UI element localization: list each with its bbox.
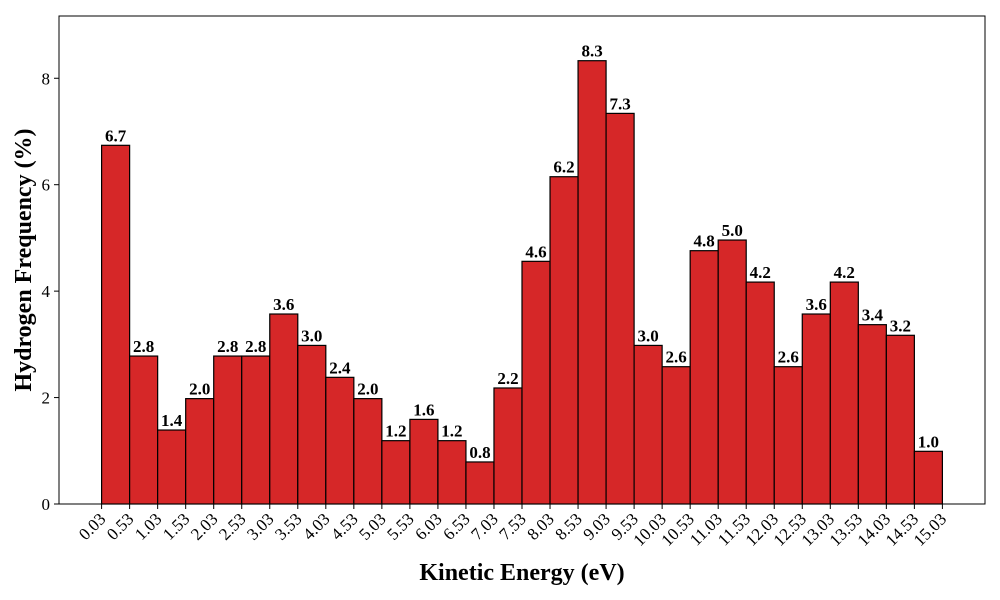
y-tick-label: 0 xyxy=(42,495,51,514)
bar-value-label: 8.3 xyxy=(581,42,602,61)
bar-value-label: 4.8 xyxy=(694,232,715,251)
bar xyxy=(913,450,943,505)
bar xyxy=(549,176,579,505)
plot-frame xyxy=(58,15,986,505)
bar xyxy=(157,429,187,505)
bar xyxy=(213,355,243,505)
bar xyxy=(101,144,131,505)
bar-value-label: 0.8 xyxy=(469,443,490,462)
y-axis: 0 2 4 6 8 xyxy=(42,69,59,514)
bar xyxy=(129,355,159,505)
bar-value-label: 3.0 xyxy=(637,326,658,345)
bar xyxy=(297,344,327,505)
bar-value-label: 2.0 xyxy=(189,380,210,399)
bar-value-label: 2.0 xyxy=(357,380,378,399)
bar xyxy=(409,418,439,505)
bar-value-label: 7.3 xyxy=(609,94,630,113)
bar-value-label: 4.2 xyxy=(750,263,771,282)
bar-value-label: 2.8 xyxy=(217,337,238,356)
bar-value-label: 3.6 xyxy=(806,295,827,314)
bar xyxy=(605,112,635,505)
bar xyxy=(521,260,551,505)
bar-value-label: 2.4 xyxy=(329,358,351,377)
bar xyxy=(633,344,663,505)
bar-value-label: 4.2 xyxy=(834,263,855,282)
bar-value-label: 3.4 xyxy=(862,306,884,325)
bar xyxy=(857,324,887,505)
bar-value-label: 1.2 xyxy=(385,422,406,441)
bar-value-label: 3.0 xyxy=(301,326,322,345)
bar xyxy=(661,366,691,505)
bar xyxy=(353,398,383,505)
bar-value-label: 1.0 xyxy=(918,432,939,451)
bar-value-label: 2.6 xyxy=(778,348,799,367)
bar xyxy=(717,239,747,505)
bar-value-label: 2.8 xyxy=(133,337,154,356)
bar xyxy=(493,387,523,505)
y-tick-label: 8 xyxy=(42,69,51,88)
bar xyxy=(185,398,215,505)
bar xyxy=(381,440,411,505)
y-tick-label: 4 xyxy=(42,282,51,301)
bar xyxy=(829,281,859,505)
x-axis-title: Kinetic Energy (eV) xyxy=(419,560,624,586)
bar xyxy=(745,281,775,505)
bars-group xyxy=(101,60,943,505)
bar-value-label: 5.0 xyxy=(722,221,743,240)
bar xyxy=(241,355,271,505)
bar xyxy=(689,250,719,505)
bar-value-label: 3.2 xyxy=(890,316,911,335)
x-axis: 0.030.531.031.532.032.533.033.534.034.53… xyxy=(75,504,950,550)
bar xyxy=(269,313,299,505)
bar xyxy=(325,376,355,505)
y-tick-label: 2 xyxy=(42,389,51,408)
bar-value-label: 4.6 xyxy=(525,242,546,261)
bar-value-label: 6.7 xyxy=(105,126,127,145)
bar-value-label: 1.6 xyxy=(413,400,434,419)
y-tick-label: 6 xyxy=(42,176,51,195)
bar-value-label: 6.2 xyxy=(553,158,574,177)
bar-value-label: 1.4 xyxy=(161,411,183,430)
bar xyxy=(773,366,803,505)
bar xyxy=(885,334,915,505)
y-axis-title: Hydrogen Frequency (%) xyxy=(11,128,37,391)
bar xyxy=(577,60,607,505)
bar xyxy=(801,313,831,505)
bar xyxy=(437,440,467,505)
bar xyxy=(465,461,495,505)
bar-value-label: 2.2 xyxy=(497,369,518,388)
bar-value-label: 2.8 xyxy=(245,337,266,356)
bar-value-label: 1.2 xyxy=(441,422,462,441)
bar-value-label: 2.6 xyxy=(666,348,687,367)
bar-value-label: 3.6 xyxy=(273,295,294,314)
bar-value-labels: 6.7 2.8 1.4 2.0 2.8 2.8 3.6 3.0 2.4 2.0 1.2 1.6 1.2 0… xyxy=(105,42,939,462)
